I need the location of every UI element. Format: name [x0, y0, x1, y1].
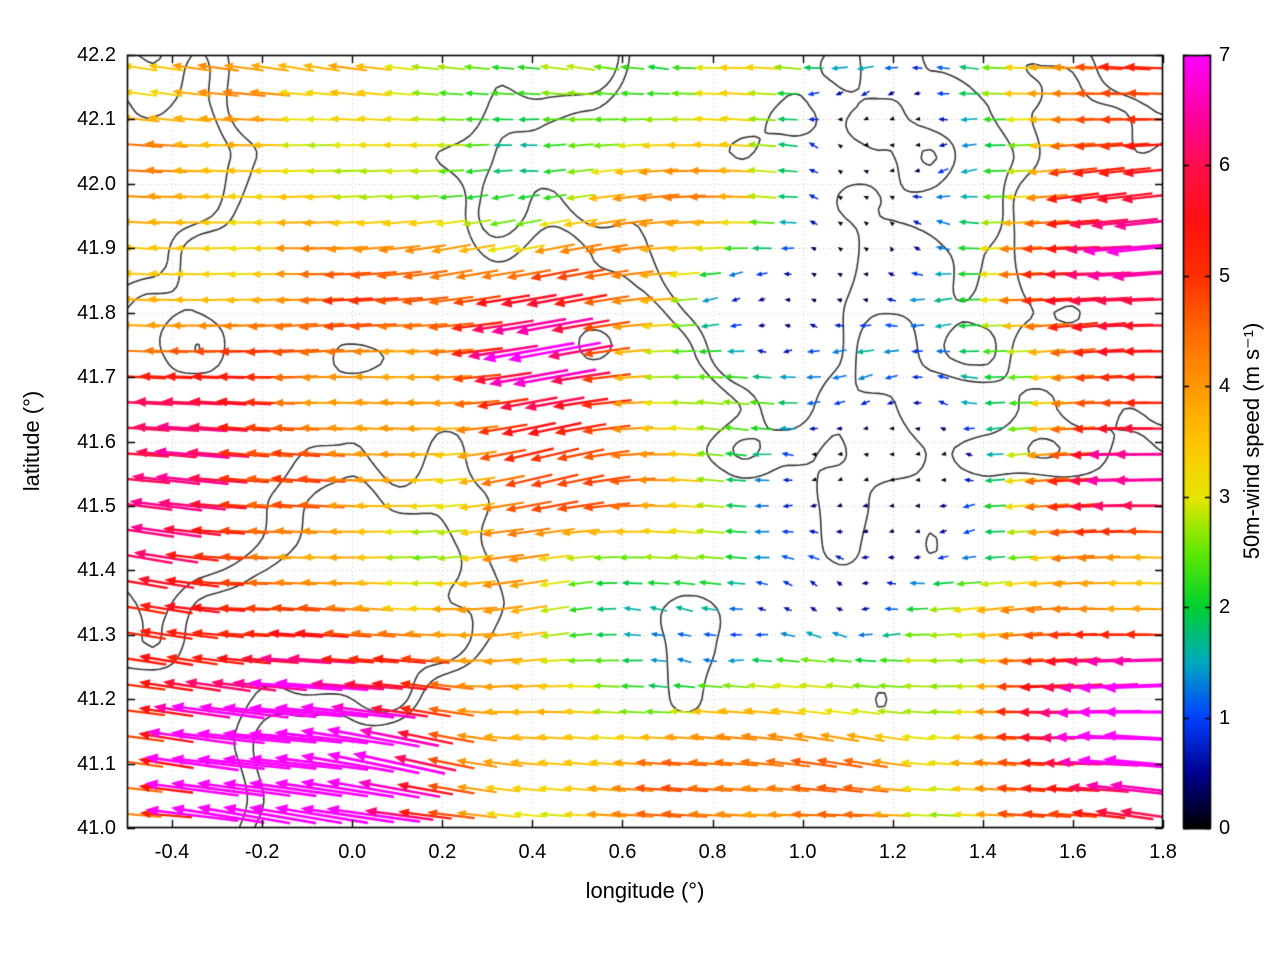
x-axis-title: longitude (°) — [585, 878, 705, 903]
y-tick-label: 41.4 — [77, 559, 116, 582]
x-tick-label: 1.2 — [878, 841, 907, 863]
colorbar-tick-label: 5 — [1219, 264, 1231, 287]
y-tick-label: 41.9 — [77, 237, 116, 260]
y-tick-label: 41.2 — [77, 688, 116, 711]
x-tick-label: 1.0 — [788, 841, 817, 863]
y-axis-title: latitude (°) — [19, 390, 44, 492]
y-tick-label: 41.1 — [77, 752, 116, 775]
y-tick-label: 42.0 — [77, 172, 116, 195]
colorbar-tick-label: 7 — [1219, 44, 1231, 66]
colorbar-tick-label: 6 — [1219, 154, 1231, 177]
y-tick-label: 41.5 — [77, 494, 116, 517]
colorbar-tick-label: 2 — [1219, 596, 1231, 619]
x-tick-label: 0.0 — [338, 841, 367, 863]
colorbar-tick-label: 4 — [1219, 375, 1231, 398]
y-tick-label: 42.1 — [77, 108, 116, 131]
x-tick-label: -0.4 — [154, 841, 190, 863]
colorbar-tick-label: 1 — [1219, 706, 1231, 729]
colorbar-tick-label: 0 — [1219, 817, 1231, 839]
y-tick-label: 41.0 — [77, 817, 116, 839]
x-tick-label: 1.8 — [1149, 841, 1177, 863]
x-tick-label: 0.8 — [698, 841, 727, 863]
x-tick-label: -0.2 — [244, 841, 280, 863]
y-tick-label: 41.3 — [77, 623, 116, 646]
colorbar-tick-label: 3 — [1219, 485, 1231, 508]
colorbar-title: 50m-wind speed (m s⁻¹) — [1239, 322, 1264, 560]
x-tick-label: 0.6 — [608, 841, 637, 863]
y-tick-label: 41.7 — [77, 366, 116, 389]
x-tick-label: 1.6 — [1059, 841, 1087, 863]
y-tick-label: 42.2 — [77, 44, 116, 66]
x-tick-label: 0.4 — [518, 841, 547, 863]
y-tick-label: 41.8 — [77, 301, 116, 324]
x-tick-label: 1.4 — [968, 841, 997, 863]
y-tick-label: 41.6 — [77, 430, 116, 453]
x-tick-label: 0.2 — [428, 841, 457, 863]
